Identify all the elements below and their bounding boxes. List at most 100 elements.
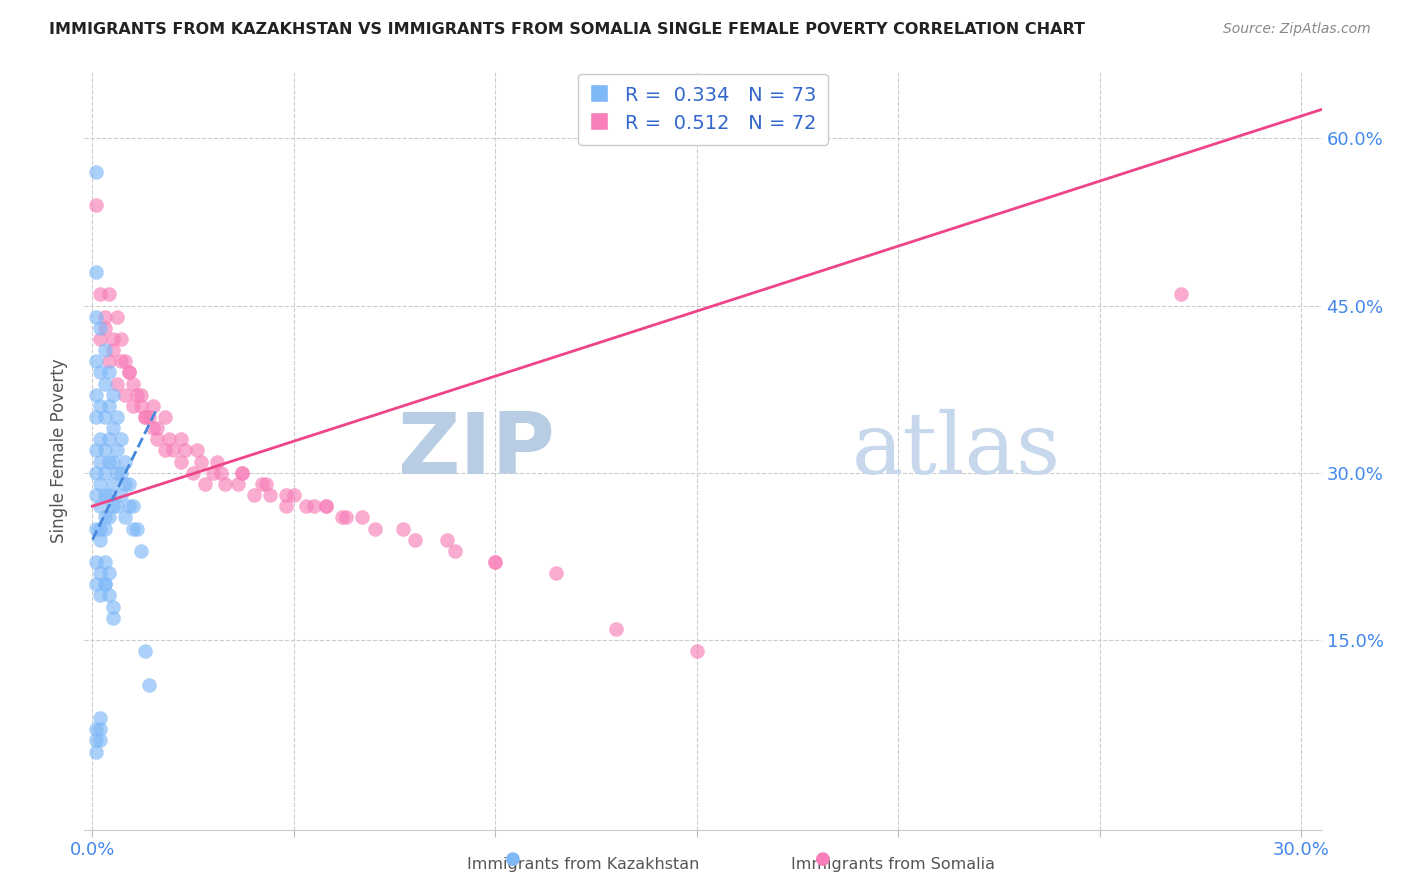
Point (250, 477, 273, 491)
Point (146, 421, 169, 435)
Point (391, 521, 413, 535)
Point (118, 366, 141, 380)
Point (105, 410, 128, 425)
Point (162, 443, 184, 458)
Point (436, 533, 458, 547)
Point (194, 477, 217, 491)
Point (121, 521, 143, 535)
Point (170, 455, 193, 469)
Point (114, 477, 136, 491)
Point (105, 310, 128, 324)
Point (121, 376, 143, 391)
Point (118, 500, 141, 514)
Text: IMMIGRANTS FROM KAZAKHSTAN VS IMMIGRANTS FROM SOMALIA SINGLE FEMALE POVERTY CORR: IMMIGRANTS FROM KAZAKHSTAN VS IMMIGRANTS… (49, 22, 1085, 37)
Point (118, 366, 141, 380)
Text: ZIP: ZIP (396, 409, 554, 492)
Point (86, 744, 108, 758)
Point (231, 466, 253, 480)
Point (231, 466, 253, 480)
Point (186, 443, 208, 458)
Point (97, 589, 120, 603)
Text: ●: ● (505, 850, 522, 868)
Y-axis label: Single Female Poverty: Single Female Poverty (51, 359, 69, 542)
Point (174, 443, 197, 458)
Point (125, 521, 148, 535)
Point (89, 589, 111, 603)
Point (105, 500, 128, 514)
Point (134, 410, 156, 425)
Point (121, 500, 143, 514)
Point (110, 466, 132, 480)
Point (110, 433, 132, 447)
Point (86, 723, 108, 737)
Point (242, 488, 264, 502)
Point (86, 164, 108, 178)
Point (86, 265, 108, 279)
Point (110, 332, 132, 346)
Point (121, 399, 143, 413)
Text: Source: ZipAtlas.com: Source: ZipAtlas.com (1223, 22, 1371, 37)
Point (89, 521, 111, 535)
Point (118, 477, 141, 491)
Point (315, 500, 337, 514)
Point (302, 500, 325, 514)
Point (484, 555, 506, 569)
Point (101, 599, 124, 614)
Text: atlas: atlas (852, 409, 1060, 492)
Point (202, 466, 225, 480)
Point (114, 510, 136, 524)
Point (142, 399, 165, 413)
Point (686, 644, 709, 658)
Point (170, 433, 193, 447)
Point (93, 343, 115, 358)
Point (89, 399, 111, 413)
Point (86, 443, 108, 458)
Point (283, 488, 305, 502)
Point (105, 466, 128, 480)
Point (89, 733, 111, 747)
Point (93, 410, 115, 425)
Point (352, 510, 374, 524)
Legend: R =  0.334   N = 73, R =  0.512   N = 72: R = 0.334 N = 73, R = 0.512 N = 72 (578, 73, 828, 145)
Point (404, 533, 426, 547)
Point (101, 343, 124, 358)
Text: ●: ● (814, 850, 831, 868)
Point (330, 510, 353, 524)
Point (86, 387, 108, 401)
Point (105, 376, 128, 391)
Point (93, 577, 115, 591)
Point (315, 500, 337, 514)
Point (153, 410, 176, 425)
Point (259, 488, 281, 502)
Point (129, 387, 152, 401)
Point (89, 321, 111, 335)
Point (125, 387, 148, 401)
Point (484, 555, 506, 569)
Point (209, 466, 232, 480)
Point (89, 566, 111, 581)
Point (86, 410, 108, 425)
Point (153, 443, 176, 458)
Text: Immigrants from Somalia: Immigrants from Somalia (790, 857, 995, 872)
Point (110, 488, 132, 502)
Point (110, 354, 132, 368)
Point (97, 399, 120, 413)
Point (97, 510, 120, 524)
Point (89, 500, 111, 514)
Point (101, 387, 124, 401)
Point (86, 466, 108, 480)
Point (93, 376, 115, 391)
Point (89, 332, 111, 346)
Point (86, 733, 108, 747)
Point (129, 399, 152, 413)
Point (93, 443, 115, 458)
Point (138, 410, 160, 425)
Point (93, 510, 115, 524)
Point (444, 544, 467, 558)
Point (97, 354, 120, 368)
Point (89, 477, 111, 491)
Point (157, 433, 180, 447)
Point (114, 354, 136, 368)
Point (86, 577, 108, 591)
Point (134, 410, 156, 425)
